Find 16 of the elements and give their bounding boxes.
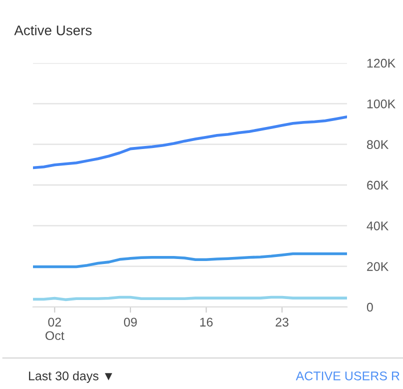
x-tick-label: 09 (124, 318, 137, 327)
y-tick-label: 80K (366, 140, 389, 149)
y-tick-label: 120K (367, 58, 396, 68)
x-tick-label: 23 (276, 318, 288, 327)
y-tick-label: 60K (367, 180, 389, 190)
y-tick-label: 0 (366, 302, 373, 312)
y-tick-label: 100K (367, 99, 396, 108)
y-tick-label: 40K (366, 221, 389, 230)
chart-title: Active Users (14, 25, 92, 36)
x-tick-label: 02 Oct (46, 318, 64, 340)
line-series (33, 252, 347, 268)
line-series (33, 115, 347, 170)
x-tick-label: 16 (200, 318, 213, 327)
text: ACTIVE USERS R (296, 372, 400, 380)
text: Last 30 days ▼ (29, 371, 112, 383)
y-tick-label: 20K (367, 262, 389, 271)
